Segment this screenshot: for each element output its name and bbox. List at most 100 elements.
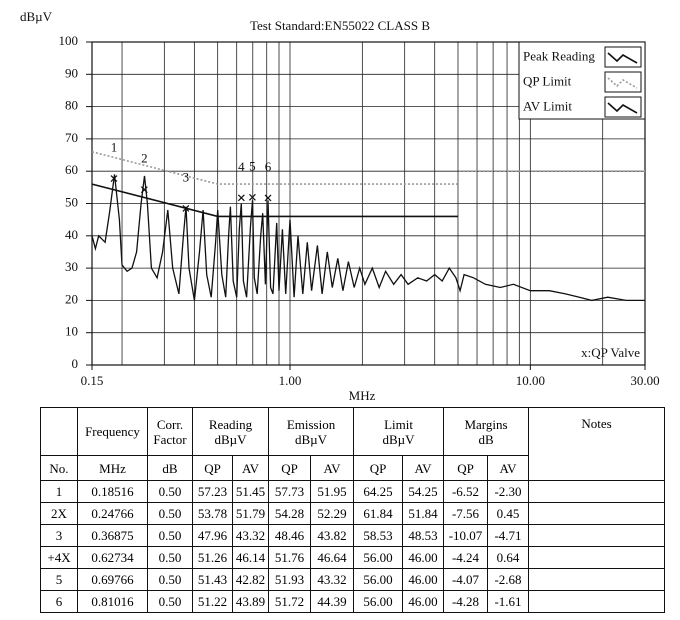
sub-header: QP: [268, 455, 312, 481]
marker: [140, 186, 148, 194]
header-cell: [40, 407, 78, 456]
table-cell: 51.95: [310, 480, 355, 503]
y-tick-label: 70: [65, 130, 78, 145]
series-line: [91, 174, 645, 302]
table-cell: 54.25: [402, 480, 445, 503]
table-cell: 2X: [40, 502, 78, 525]
table-cell: 0.24766: [77, 502, 148, 525]
table-cell: -4.24: [443, 546, 489, 569]
table-cell: -4.28: [443, 590, 489, 613]
table-cell: 43.32: [310, 568, 355, 591]
table-cell: 51.93: [268, 568, 312, 591]
table-cell: 64.25: [353, 480, 404, 503]
marker-label: 6: [265, 159, 272, 174]
table-cell: -2.30: [487, 480, 530, 503]
table-cell: 51.76: [268, 546, 312, 569]
marker-label: 5: [249, 158, 256, 173]
table-row: 6 0.81016 0.50 51.22 43.89 51.72 44.39 56.00 46.…: [40, 590, 665, 613]
marker: [264, 194, 272, 202]
group-unit: dBµV: [214, 431, 247, 447]
table-cell: 56.00: [353, 568, 404, 591]
legend-icon-box: [604, 71, 642, 93]
sub-header: AV: [231, 455, 270, 481]
y-tick-label: 40: [65, 227, 78, 242]
table-cell: 0.69766: [77, 568, 148, 591]
table-cell: -4.71: [487, 524, 530, 547]
table-cell: 0.36875: [77, 524, 148, 547]
table-cell: 56.00: [353, 590, 404, 613]
table-cell: 6: [40, 590, 78, 613]
table-cell: 57.73: [268, 480, 312, 503]
table-row: +4X 0.62734 0.50 51.26 46.14 51.76 46.64 56.00 4…: [40, 546, 665, 569]
table-cell: -7.56: [443, 502, 489, 525]
table-cell: 46.00: [402, 546, 445, 569]
y-tick-label: 50: [65, 194, 78, 209]
notes-cell: [528, 524, 665, 547]
table-cell: 3: [40, 524, 78, 547]
notes-cell: [528, 546, 665, 569]
sub-header: QP: [443, 455, 489, 481]
table-cell: 51.45: [231, 480, 270, 503]
marker-label: 4: [238, 159, 245, 174]
sub-header: QP: [192, 455, 233, 481]
legend-icon-box: [604, 46, 642, 68]
table-cell: 0.50: [147, 590, 193, 613]
table-cell: 43.32: [231, 524, 270, 547]
table-cell: 0.18516: [77, 480, 148, 503]
table-cell: 5: [40, 568, 78, 591]
table-cell: -1.61: [487, 590, 530, 613]
table-cell: 43.82: [310, 524, 355, 547]
group-name: Reading: [208, 416, 253, 432]
table-cell: -10.07: [443, 524, 489, 547]
group-name: Limit: [384, 416, 413, 432]
table-cell: 0.50: [147, 524, 193, 547]
table-cell: 43.89: [231, 590, 270, 613]
x-tick-label: 30.00: [630, 373, 659, 388]
series-line: [91, 183, 458, 218]
header-cell: Notes: [528, 407, 665, 481]
table-cell: 0.81016: [77, 590, 148, 613]
y-tick-label: 20: [65, 291, 78, 306]
header-cell: Margins dB: [443, 407, 530, 456]
header-cell: Limit dBµV: [353, 407, 445, 456]
header-cell: Reading dBµV: [191, 407, 270, 456]
table-cell: 61.84: [353, 502, 404, 525]
y-tick-label: 0: [72, 356, 79, 371]
group-unit: dB: [478, 431, 494, 447]
header-cell: dB: [147, 455, 193, 481]
y-tick-label: 10: [65, 324, 78, 339]
y-tick-label: 90: [65, 65, 78, 80]
header-cell: MHz: [77, 455, 148, 481]
plot-frame: [91, 41, 646, 366]
header-cell: Emission dBµV: [268, 407, 355, 456]
marker: [249, 193, 256, 201]
table-cell: 48.46: [268, 524, 312, 547]
table-cell: 46.00: [402, 590, 445, 613]
sub-header: AV: [487, 455, 530, 481]
notes-cell: [528, 480, 665, 503]
table-row: 2X 0.24766 0.50 53.78 51.79 54.28 52.29 61.84 51…: [40, 502, 665, 525]
group-unit: dBµV: [382, 431, 415, 447]
table-cell: 1: [40, 480, 78, 503]
y-tick-label: 80: [65, 98, 78, 113]
table-row: 1 0.18516 0.50 57.23 51.45 57.73 51.95 64.25 54.…: [40, 480, 665, 503]
table-cell: 54.28: [268, 502, 312, 525]
table-row: 3 0.36875 0.50 47.96 43.32 48.46 43.82 58.53 48.…: [40, 524, 665, 547]
table-cell: 0.62734: [77, 546, 148, 569]
legend-label: AV Limit: [523, 98, 572, 113]
header-cell: No.: [40, 455, 78, 481]
table-cell: 46.64: [310, 546, 355, 569]
table-cell: 51.26: [192, 546, 233, 569]
table-cell: 47.96: [192, 524, 233, 547]
table-cell: 46.00: [402, 568, 445, 591]
table-cell: 0.50: [147, 502, 193, 525]
annotation: x:QP Valve: [581, 345, 640, 360]
sub-header: AV: [310, 455, 355, 481]
y-axis-label: dBµV: [20, 9, 53, 24]
legend-icon: [607, 52, 638, 64]
table-cell: 51.72: [268, 590, 312, 613]
legend-label: Peak Reading: [523, 48, 595, 63]
table-cell: 0.64: [487, 546, 530, 569]
table-cell: 0.45: [487, 502, 530, 525]
table-cell: 44.39: [310, 590, 355, 613]
